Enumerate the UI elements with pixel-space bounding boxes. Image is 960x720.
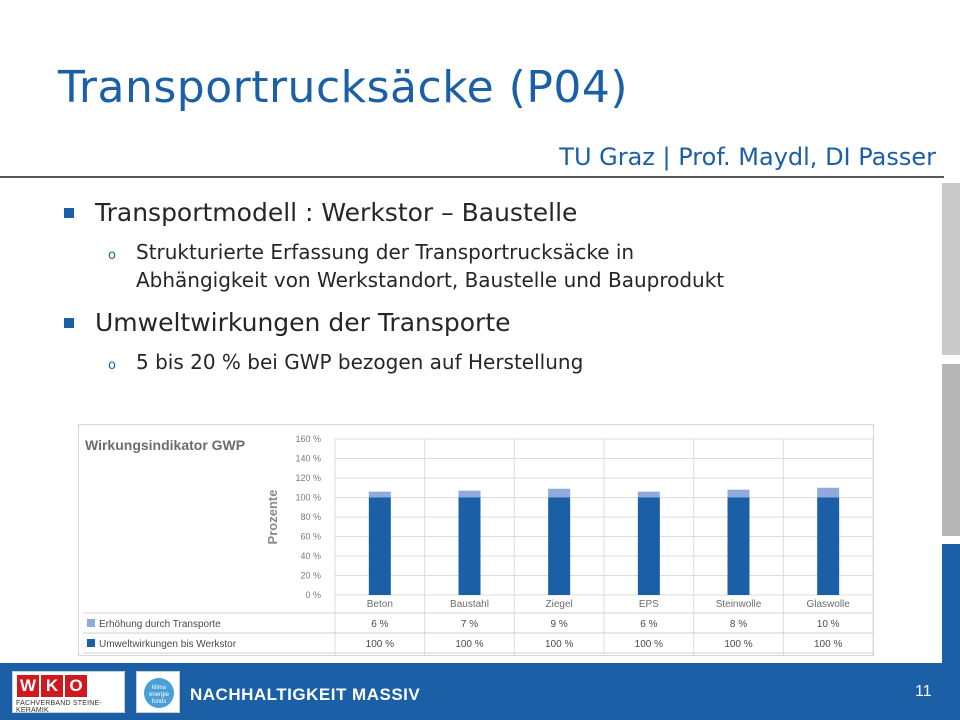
bar-segment-transport xyxy=(637,491,660,498)
bar-segment-base xyxy=(368,497,391,595)
sub-bullet-marker: o xyxy=(108,248,116,263)
y-tick-label: 40 % xyxy=(300,551,321,561)
legend-swatch xyxy=(87,619,95,627)
category-label: Glaswolle xyxy=(806,599,850,610)
slide-title: Transportrucksäcke (P04) xyxy=(58,62,629,113)
klima-fonds-logo: klima energie fonds xyxy=(136,671,180,713)
table-cell-value: 100 % xyxy=(366,639,394,650)
bar-segment-transport xyxy=(368,491,391,498)
legend-label: Erhöhung durch Transporte xyxy=(99,619,221,630)
bar-segment-base xyxy=(458,497,481,595)
bar-segment-base xyxy=(637,497,660,595)
bar-segment-transport xyxy=(458,490,481,498)
table-cell-value: 100 % xyxy=(455,639,483,650)
y-tick-label: 0 % xyxy=(305,590,321,600)
side-accent-bar xyxy=(942,544,960,664)
bar-segment-transport xyxy=(817,487,840,498)
table-cell-value: 100 % xyxy=(814,639,842,650)
sub-bullet-line: Abhängigkeit von Werkstandort, Baustelle… xyxy=(136,268,725,292)
bullet-list: Transportmodell : Werkstor – Baustelle o… xyxy=(62,196,922,376)
table-cell-value: 6 % xyxy=(371,619,388,630)
table-cell-value: 9 % xyxy=(551,619,568,630)
footer-text: NACHHALTIGKEIT MASSIV xyxy=(190,685,421,704)
y-tick-label: 100 % xyxy=(295,493,321,503)
title-divider xyxy=(0,176,944,178)
y-tick-label: 60 % xyxy=(300,532,321,542)
sub-bullet-line: Strukturierte Erfassung der Transportruc… xyxy=(136,240,635,264)
table-cell-value: 100 % xyxy=(724,639,752,650)
table-cell-value: 100 % xyxy=(635,639,663,650)
legend-swatch xyxy=(87,639,95,647)
bar-segment-base xyxy=(817,497,840,595)
chart-title: Wirkungsindikator GWP xyxy=(85,437,246,453)
slide-subtitle: TU Graz | Prof. Maydl, DI Passer xyxy=(559,143,936,171)
category-label: Beton xyxy=(367,599,393,610)
y-tick-label: 140 % xyxy=(295,454,321,464)
klima-logo-text: klima energie fonds xyxy=(148,685,169,705)
bullet-item: Umweltwirkungen der Transporte xyxy=(62,306,922,340)
wko-logo-letter: W xyxy=(17,675,39,697)
y-tick-label: 120 % xyxy=(295,473,321,483)
bar-segment-transport xyxy=(548,488,571,498)
y-tick-label: 20 % xyxy=(300,571,321,581)
wko-logo-letter: K xyxy=(41,675,63,697)
table-cell-value: 10 % xyxy=(817,619,840,630)
side-accent-bar xyxy=(942,183,960,355)
gwp-chart: Wirkungsindikator GWP 0 % 20 % 40 % 60 % 80 … xyxy=(78,424,874,656)
category-label: EPS xyxy=(639,599,659,610)
category-label: Steinwolle xyxy=(716,599,762,610)
wko-logo-letter: O xyxy=(65,675,87,697)
page-number: 11 xyxy=(915,683,932,700)
wko-logo-subtext: FACHVERBAND STEINE-KERAMIK xyxy=(16,700,102,714)
table-cell-value: 100 % xyxy=(545,639,573,650)
sub-bullet-item: o 5 bis 20 % bei GWP bezogen auf Herstel… xyxy=(62,348,922,376)
y-tick-label: 80 % xyxy=(300,512,321,522)
y-tick-label: 160 % xyxy=(295,434,321,444)
sub-bullet-item: o Strukturierte Erfassung der Transportr… xyxy=(62,238,922,294)
sub-bullet-marker: o xyxy=(108,358,116,373)
bar-segment-base xyxy=(727,497,750,595)
wko-logo: W K O FACHVERBAND STEINE-KERAMIK xyxy=(12,671,125,714)
table-cell-value: 7 % xyxy=(461,619,478,630)
sub-bullet-line: 5 bis 20 % bei GWP bezogen auf Herstellu… xyxy=(136,350,584,374)
chart-canvas: 0 % 20 % 40 % 60 % 80 % 100 % 120 % 140 % 160 % P… xyxy=(83,434,874,655)
y-axis-label: Prozente xyxy=(265,490,280,545)
category-label: Ziegel xyxy=(546,599,573,610)
bar-segment-transport xyxy=(727,489,750,498)
table-cell-value: 6 % xyxy=(640,619,657,630)
legend-label: Umweltwirkungen bis Werkstor xyxy=(99,639,237,650)
footer-bar: W K O FACHVERBAND STEINE-KERAMIK klima e… xyxy=(0,663,960,720)
side-accent-bar xyxy=(942,364,960,536)
table-cell-value: 8 % xyxy=(730,619,747,630)
bullet-item: Transportmodell : Werkstor – Baustelle xyxy=(62,196,922,230)
bar-segment-base xyxy=(548,497,571,595)
category-label: Baustahl xyxy=(450,599,489,610)
